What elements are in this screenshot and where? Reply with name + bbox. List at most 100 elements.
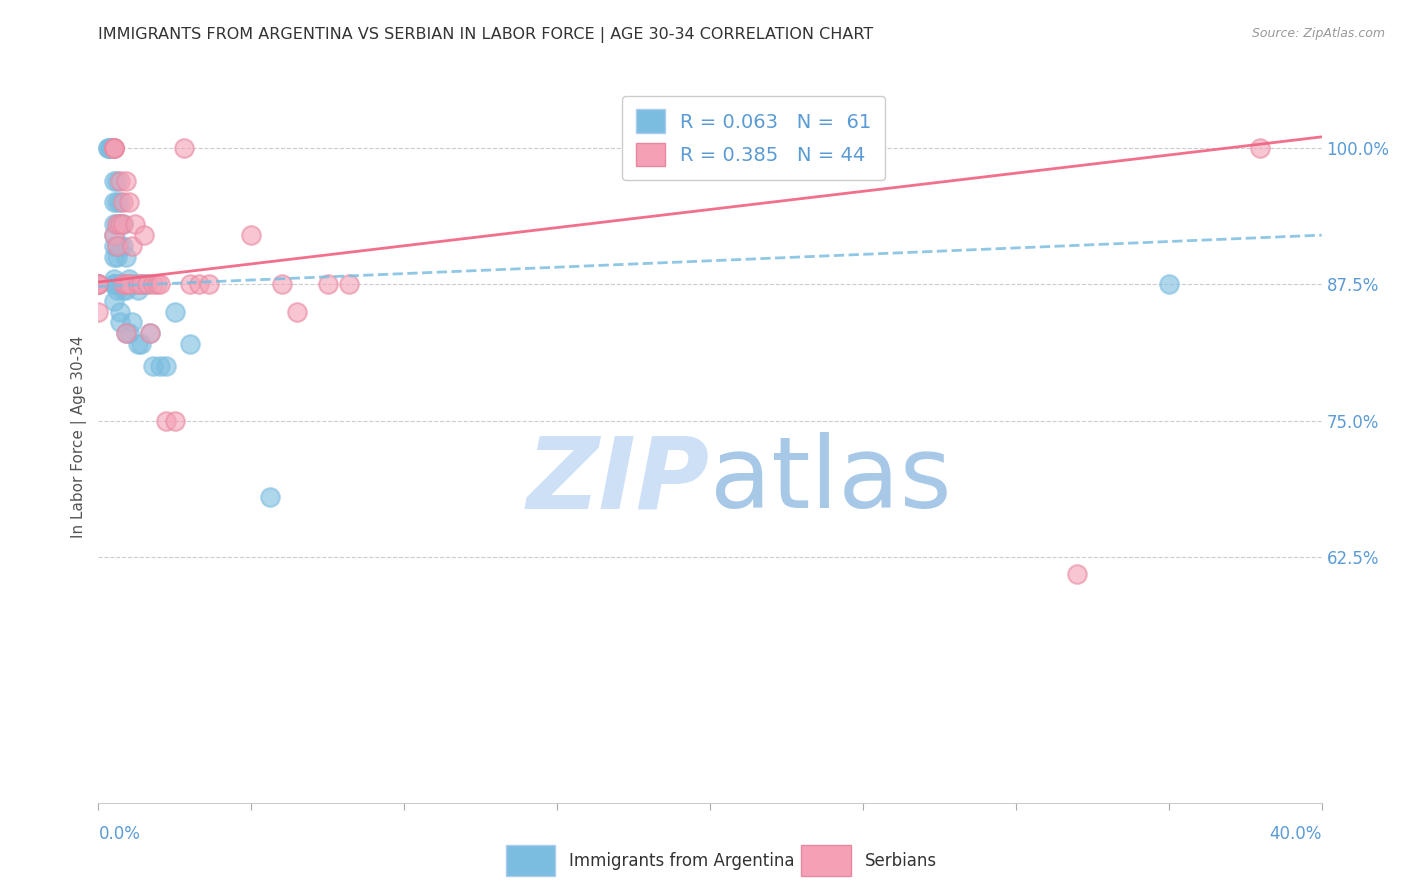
Point (155, 359, 177, 373)
Point (111, 277, 134, 292)
Point (108, 217, 131, 231)
Point (127, 283, 149, 297)
Point (337, 277, 360, 292)
Point (179, 277, 201, 292)
Point (103, 293, 125, 308)
Point (108, 304, 131, 318)
Point (129, 277, 152, 292)
Point (1066, 566, 1088, 581)
Point (103, 195, 125, 210)
Point (105, 217, 128, 231)
Point (136, 277, 159, 292)
Point (105, 250, 128, 264)
Point (111, 277, 134, 292)
Point (118, 272, 141, 286)
Point (149, 359, 172, 373)
Point (1157, 277, 1180, 292)
Point (134, 277, 156, 292)
Point (129, 277, 152, 292)
Point (115, 173, 138, 187)
Point (142, 359, 165, 373)
Point (103, 277, 125, 292)
Point (103, 239, 125, 253)
Point (121, 277, 143, 292)
Point (108, 239, 131, 253)
Point (142, 277, 165, 292)
Point (163, 304, 186, 318)
Point (103, 141, 125, 155)
Point (103, 228, 125, 243)
Point (103, 277, 125, 292)
Point (240, 228, 263, 243)
Point (163, 414, 186, 428)
Point (149, 277, 172, 292)
Point (111, 283, 134, 297)
Point (87, 277, 110, 292)
Point (105, 277, 128, 292)
Point (124, 217, 146, 231)
Point (105, 239, 128, 253)
Point (87, 277, 110, 292)
Text: Source: ZipAtlas.com: Source: ZipAtlas.com (1251, 27, 1385, 40)
Point (111, 217, 134, 231)
Text: Immigrants from Argentina: Immigrants from Argentina (569, 852, 794, 870)
Text: 0.0%: 0.0% (98, 825, 141, 843)
Point (115, 250, 138, 264)
Point (105, 239, 128, 253)
Point (105, 217, 128, 231)
Point (118, 277, 141, 292)
Point (87, 277, 110, 292)
Point (173, 141, 195, 155)
Point (197, 277, 219, 292)
Point (127, 277, 149, 292)
Point (108, 277, 131, 292)
Point (103, 141, 125, 155)
Point (103, 277, 125, 292)
Point (115, 326, 138, 341)
Point (108, 195, 131, 210)
Point (316, 277, 339, 292)
Point (121, 315, 143, 329)
Point (103, 250, 125, 264)
Text: IMMIGRANTS FROM ARGENTINA VS SERBIAN IN LABOR FORCE | AGE 30-34 CORRELATION CHAR: IMMIGRANTS FROM ARGENTINA VS SERBIAN IN … (98, 27, 873, 43)
Point (108, 315, 131, 329)
Text: Serbians: Serbians (865, 852, 936, 870)
Point (103, 272, 125, 286)
Point (111, 217, 134, 231)
Point (100, 141, 122, 155)
Point (129, 337, 152, 351)
Point (87, 304, 110, 318)
Point (97, 141, 120, 155)
Point (103, 141, 125, 155)
Point (121, 239, 143, 253)
Point (136, 277, 159, 292)
Point (108, 217, 131, 231)
Point (100, 141, 122, 155)
Point (115, 277, 138, 292)
Point (115, 326, 138, 341)
Point (100, 141, 122, 155)
Point (118, 195, 141, 210)
Point (145, 277, 167, 292)
Point (111, 239, 134, 253)
Point (118, 326, 141, 341)
Y-axis label: In Labor Force | Age 30-34: In Labor Force | Age 30-34 (72, 335, 87, 539)
Point (139, 326, 162, 341)
Point (97, 141, 120, 155)
Text: atlas: atlas (710, 433, 952, 530)
Point (285, 304, 308, 318)
Point (155, 414, 177, 428)
Point (105, 195, 128, 210)
Point (188, 277, 211, 292)
Point (115, 277, 138, 292)
Point (100, 141, 122, 155)
Point (124, 277, 146, 292)
Point (87, 277, 110, 292)
Point (103, 228, 125, 243)
Point (179, 337, 201, 351)
Point (134, 228, 156, 243)
Point (139, 326, 162, 341)
Point (103, 141, 125, 155)
FancyBboxPatch shape (801, 846, 851, 876)
Legend: R = 0.063   N =  61, R = 0.385   N = 44: R = 0.063 N = 61, R = 0.385 N = 44 (621, 95, 886, 180)
